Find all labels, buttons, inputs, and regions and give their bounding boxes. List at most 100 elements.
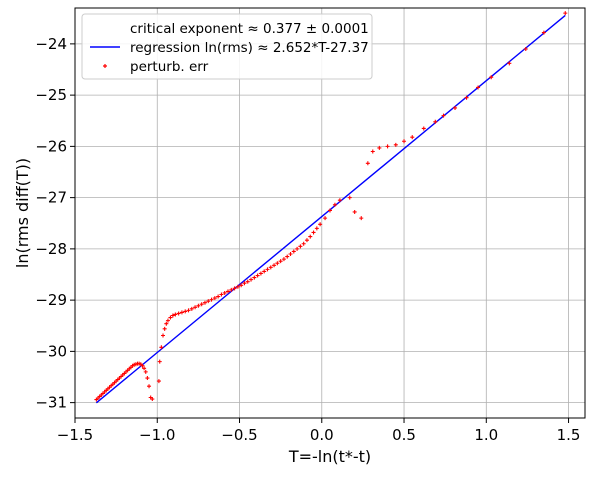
legend-box: [81, 13, 373, 80]
y-tick-label: −27: [35, 189, 67, 207]
data-point: [206, 299, 211, 304]
data-point: [216, 294, 221, 299]
data-point: [242, 281, 247, 286]
x-axis-label: T=-ln(t*-t): [288, 447, 371, 466]
data-point: [226, 289, 230, 294]
data-point: [489, 75, 494, 80]
data-point: [385, 144, 390, 149]
legend-label: critical exponent ≈ 0.377 ± 0.0001: [130, 21, 369, 37]
data-point: [359, 216, 364, 221]
data-point: [164, 321, 169, 326]
data-point: [262, 269, 267, 274]
data-point: [229, 287, 234, 292]
data-point: [541, 30, 546, 35]
data-point: [311, 230, 316, 235]
y-tick-label: −29: [35, 291, 67, 309]
data-point: [304, 238, 309, 243]
grid-lines: [74, 8, 585, 418]
data-point: [168, 315, 173, 320]
data-point: [147, 384, 152, 389]
data-point: [150, 397, 155, 402]
data-point: [165, 318, 170, 323]
legend-label: regression ln(rms) ≈ 2.652*T-27.37: [130, 40, 369, 56]
data-point: [288, 252, 293, 256]
data-point: [162, 326, 167, 331]
legend-label: perturb. err: [130, 59, 209, 75]
legend: critical exponent ≈ 0.377 ± 0.0001 regres…: [81, 13, 373, 80]
data-point: [179, 310, 184, 315]
data-point: [308, 234, 313, 239]
x-tick-label: 0.0: [310, 426, 334, 444]
data-point: [143, 369, 148, 374]
data-point: [245, 279, 250, 284]
x-tick-label: −1.5: [57, 426, 93, 444]
data-point: [249, 277, 254, 282]
data-point: [209, 297, 214, 302]
x-axis-ticks: −1.5 −1.0 −0.5 0.0 0.5 1.0 1.5: [57, 418, 581, 444]
data-point: [272, 263, 277, 268]
data-point: [186, 308, 191, 313]
regression-series: [95, 14, 566, 404]
data-point: [275, 261, 280, 266]
data-point: [212, 296, 217, 301]
data-point: [176, 311, 181, 316]
data-point: [255, 273, 260, 278]
data-point: [232, 286, 237, 291]
data-point: [173, 312, 178, 317]
data-point: [328, 208, 332, 213]
data-point: [142, 366, 147, 371]
x-tick-label: −0.5: [221, 426, 257, 444]
data-point: [314, 226, 319, 231]
data-point: [140, 363, 145, 368]
data-point: [301, 241, 306, 246]
data-point: [507, 61, 512, 66]
y-tick-label: −26: [35, 137, 67, 155]
data-point: [291, 249, 296, 254]
data-point: [235, 284, 240, 289]
y-tick-label: −31: [35, 394, 67, 412]
data-point: [156, 379, 161, 384]
data-point: [285, 254, 290, 259]
data-point: [170, 313, 175, 318]
x-tick-label: −1.0: [139, 426, 175, 444]
data-point: [523, 47, 528, 51]
data-point: [410, 135, 415, 140]
data-point: [161, 333, 166, 338]
regression-line: [95, 14, 566, 404]
data-point: [476, 85, 481, 90]
data-point: [298, 244, 303, 249]
data-point: [370, 149, 375, 154]
legend-plus-swatch: [103, 64, 107, 68]
data-point: [252, 275, 257, 280]
y-axis-label: ln(rms diff(T)): [13, 158, 32, 268]
data-point: [196, 303, 201, 308]
y-tick-label: −24: [35, 35, 67, 53]
data-point: [157, 359, 162, 364]
data-point: [421, 126, 426, 131]
data-point: [183, 309, 188, 314]
data-point: [402, 139, 407, 144]
y-axis-ticks: −31 −30 −29 −28 −27 −26 −25 −24: [35, 35, 75, 412]
data-point: [258, 271, 263, 276]
data-point: [464, 95, 469, 100]
data-point: [323, 216, 328, 221]
data-point: [337, 198, 342, 203]
data-point: [347, 195, 352, 200]
x-tick-label: 1.0: [474, 426, 498, 444]
data-point: [202, 300, 207, 305]
y-tick-label: −25: [35, 86, 67, 104]
x-tick-label: 1.5: [557, 426, 581, 444]
x-tick-label: 0.5: [392, 426, 416, 444]
data-point: [268, 265, 273, 270]
data-point: [278, 259, 283, 264]
data-point: [365, 161, 370, 166]
data-point: [377, 145, 382, 150]
y-tick-label: −28: [35, 240, 67, 258]
scatter-points: [94, 11, 568, 402]
data-point: [189, 306, 194, 311]
data-point: [193, 305, 198, 310]
y-tick-label: −30: [35, 342, 67, 360]
data-point: [441, 113, 446, 118]
data-point: [352, 209, 357, 214]
